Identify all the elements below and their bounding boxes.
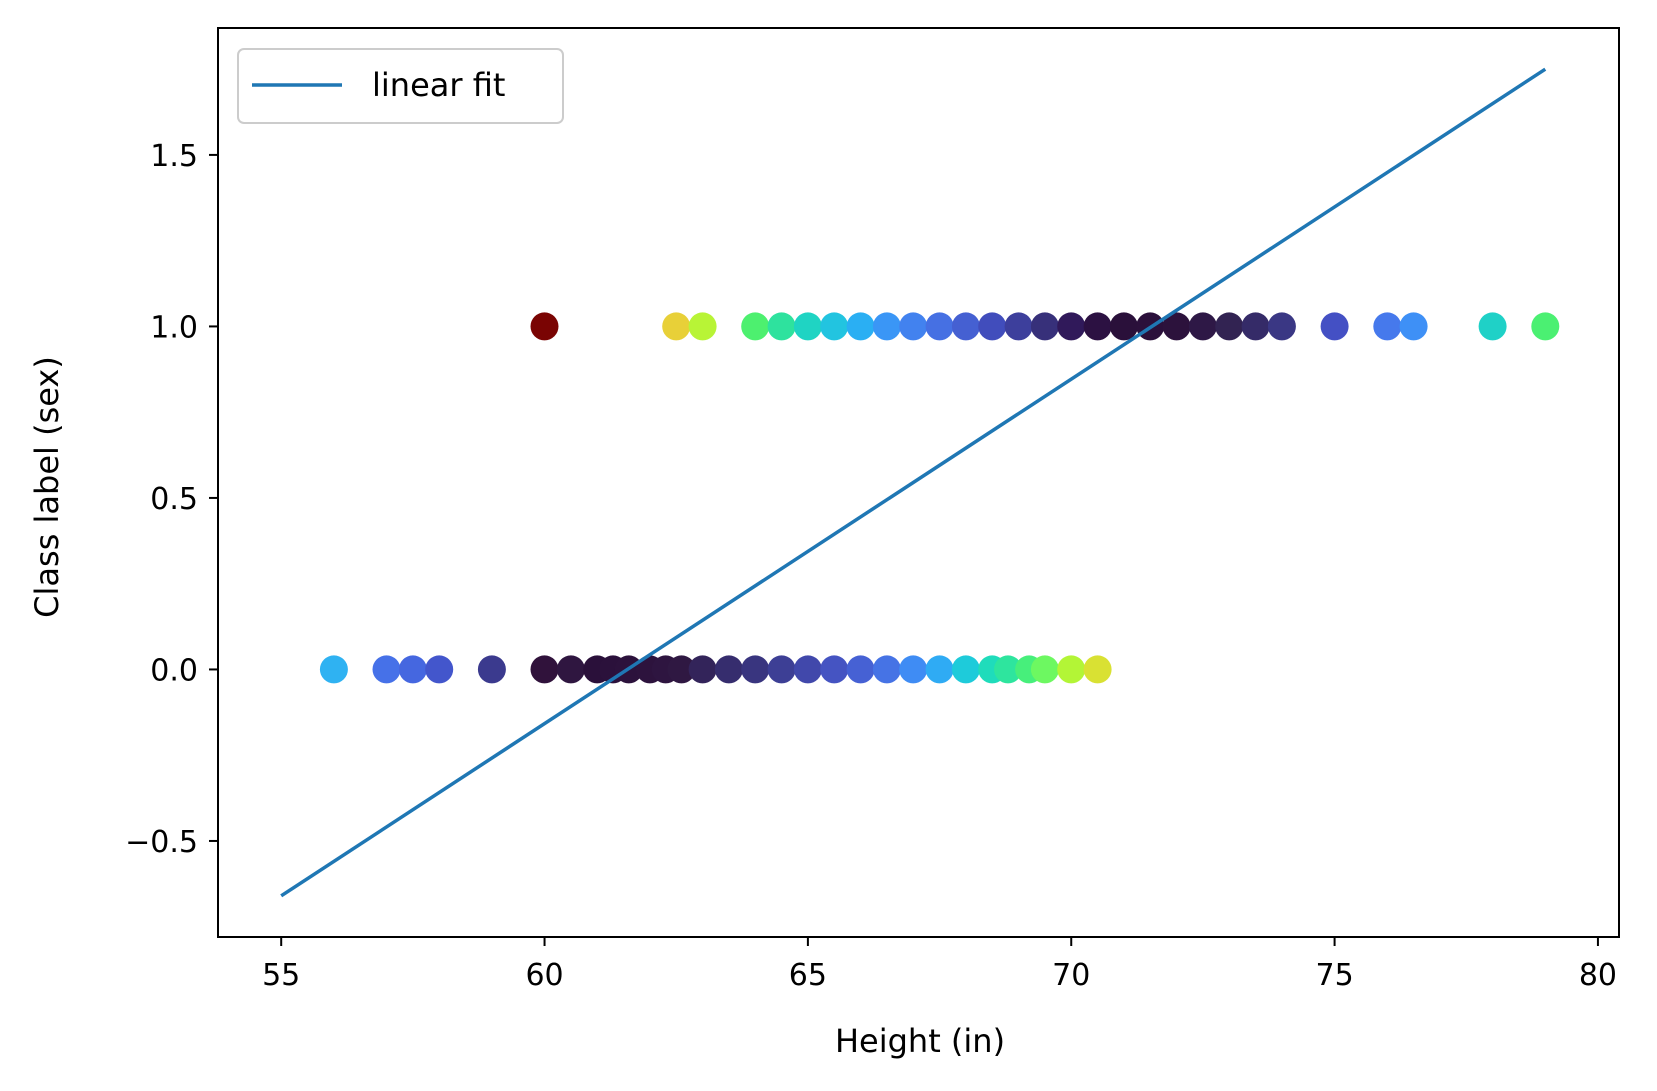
legend-box [237,48,564,124]
scatter-point [951,312,980,341]
scatter-point [425,655,454,684]
scatter-point [477,655,506,684]
legend-label-linear-fit: linear fit [372,66,505,104]
scatter-point [1478,312,1507,341]
scatter-point [767,312,796,341]
scatter-point [530,312,559,341]
plot-frame [217,27,1620,938]
y-tick-label: −0.5 [125,825,198,860]
y-tick-label: 0.0 [150,653,198,688]
y-tick-label: 0.5 [150,482,198,517]
scatter-point [872,312,901,341]
scatter-point [793,655,822,684]
x-tick-label: 70 [1052,958,1090,993]
scatter-point [1083,312,1112,341]
scatter-point [741,312,770,341]
y-tick-label: 1.0 [150,310,198,345]
scatter-point [1188,312,1217,341]
scatter-point [925,655,954,684]
scatter-point [1057,312,1086,341]
scatter-point [1215,312,1244,341]
scatter-point [846,312,875,341]
axes [217,27,1620,938]
scatter-point [820,655,849,684]
scatter-point [1162,312,1191,341]
scatter-point [667,655,696,684]
scatter-point [372,655,401,684]
legend: linear fit [237,48,564,124]
scatter-point [1083,655,1112,684]
x-tick-label: 80 [1579,958,1617,993]
linear-fit-line [280,67,1547,898]
x-axis-label: Height (in) [835,1022,1005,1060]
scatter-point [899,655,928,684]
scatter-point [925,312,954,341]
scatter-point [1057,655,1086,684]
scatter-point [741,655,770,684]
scatter-point [951,655,980,684]
scatter-point [994,655,1022,684]
x-tick-label: 55 [262,958,300,993]
scatter-point [319,655,348,684]
scatter-point [978,312,1007,341]
scatter-point [846,655,875,684]
x-tick-label: 65 [789,958,827,993]
scatter-point [530,655,559,684]
scatter-point [872,655,901,684]
scatter-point [1030,312,1059,341]
ticks: 55 60 65 70 75 80 −0.5 0.0 0.5 1.0 1.5 [125,139,1617,993]
linear-fit-series [280,67,1547,898]
scatter-point [662,312,691,341]
y-axis-label: Class label (sex) [28,356,66,618]
scatter-point [820,312,849,341]
scatter-point [1030,655,1059,684]
scatter-point [398,655,427,684]
scatter-point [899,312,928,341]
scatter-point [767,655,796,684]
scatter-point [714,655,743,684]
scatter-point [793,312,822,341]
scatter-point [1399,312,1428,341]
x-tick-label: 60 [525,958,563,993]
scatter-point [1004,312,1033,341]
scatter-point [1531,312,1560,341]
scatter-point [688,312,717,341]
x-tick-label: 75 [1315,958,1353,993]
scatter-point [1373,312,1402,341]
scatter-point [1320,312,1349,341]
scatter-point [688,655,717,684]
y-tick-label: 1.5 [150,139,198,174]
scatter-point [556,655,585,684]
scatter-point [1267,312,1296,341]
scatter-point [1109,312,1138,341]
scatter-point [1241,312,1270,341]
scatter-points [319,312,1560,684]
